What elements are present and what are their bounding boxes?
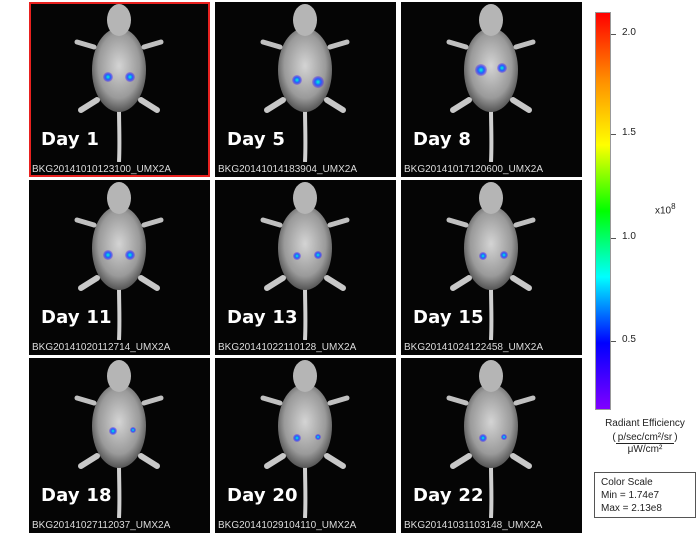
file-label: BKG20141014183904_UMX2A — [218, 164, 357, 175]
color-scale-min: Min = 1.74e7 — [601, 490, 660, 501]
units-numerator: p/sec/cm²/sr — [615, 432, 675, 444]
tick-mark — [611, 341, 616, 342]
tick-mark — [611, 134, 616, 135]
file-label: BKG20141027112037_UMX2A — [32, 520, 171, 531]
image-panel[interactable]: Day 20 BKG20141029104110_UMX2A — [215, 358, 396, 533]
day-label: Day 11 — [41, 307, 112, 328]
day-label: Day 15 — [413, 307, 484, 328]
day-label: Day 8 — [413, 129, 472, 150]
image-panel[interactable]: Day 15 BKG20141024122458_UMX2A — [401, 180, 582, 355]
color-scale-box: Color Scale Min = 1.74e7 Max = 2.13e8 — [594, 472, 696, 518]
image-grid: Day 1 BKG20141010123100_UMX2A Day 5 BKG2… — [29, 2, 582, 533]
units-denominator: μW/cm² — [627, 444, 663, 455]
color-bar — [595, 12, 611, 410]
day-label: Day 5 — [227, 129, 286, 150]
units-title: Radiant Efficiency — [605, 418, 685, 429]
tick-mark — [611, 238, 616, 239]
file-label: BKG20141031103148_UMX2A — [404, 520, 543, 531]
file-label: BKG20141017120600_UMX2A — [404, 164, 543, 175]
day-label: Day 18 — [41, 485, 112, 506]
file-label: BKG20141010123100_UMX2A — [32, 164, 171, 175]
image-panel[interactable]: Day 11 BKG20141020112714_UMX2A — [29, 180, 210, 355]
file-label: BKG20141020112714_UMX2A — [32, 342, 171, 353]
image-panel[interactable]: Day 18 BKG20141027112037_UMX2A — [29, 358, 210, 533]
image-panel[interactable]: Day 13 BKG20141022110128_UMX2A — [215, 180, 396, 355]
tick-label: 1.0 — [622, 231, 636, 242]
image-panel[interactable]: Day 5 BKG20141014183904_UMX2A — [215, 2, 396, 177]
color-scale-max: Max = 2.13e8 — [601, 503, 662, 514]
multiplier-exponent: 8 — [671, 202, 676, 211]
day-label: Day 20 — [227, 485, 298, 506]
file-label: BKG20141022110128_UMX2A — [218, 342, 357, 353]
scale-multiplier: x108 — [655, 202, 676, 216]
tick-label: 1.5 — [622, 127, 636, 138]
color-scale-title: Color Scale — [601, 477, 653, 488]
file-label: BKG20141029104110_UMX2A — [218, 520, 357, 531]
tick-label: 2.0 — [622, 27, 636, 38]
day-label: Day 1 — [41, 129, 100, 150]
multiplier-base: x10 — [655, 205, 672, 217]
image-panel[interactable]: Day 22 BKG20141031103148_UMX2A — [401, 358, 582, 533]
file-label: BKG20141024122458_UMX2A — [404, 342, 543, 353]
day-label: Day 22 — [413, 485, 484, 506]
units-legend: Radiant Efficiency (p/sec/cm²/sr) μW/cm² — [590, 418, 700, 455]
image-panel[interactable]: Day 8 BKG20141017120600_UMX2A — [401, 2, 582, 177]
image-panel[interactable]: Day 1 BKG20141010123100_UMX2A — [29, 2, 210, 177]
day-label: Day 13 — [227, 307, 298, 328]
tick-mark — [611, 34, 616, 35]
tick-label: 0.5 — [622, 334, 636, 345]
